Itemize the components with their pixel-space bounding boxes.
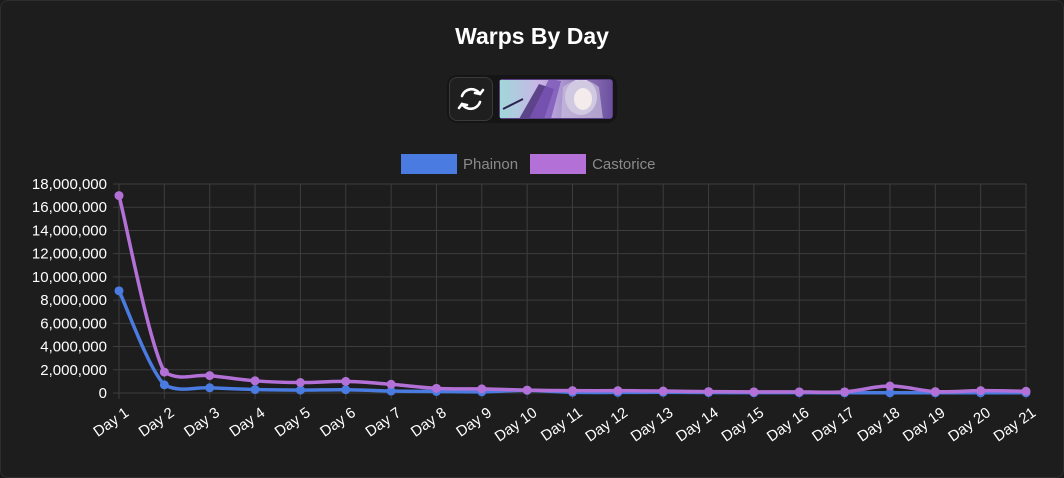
- x-tick-label: Day 5: [272, 404, 314, 440]
- x-tick-label: Day 13: [628, 404, 677, 445]
- x-tick-label: Day 20: [945, 404, 994, 445]
- y-tick-label: 10,000,000: [32, 269, 107, 286]
- legend-label: Phainon: [463, 155, 519, 173]
- x-tick-label: Day 18: [854, 404, 903, 445]
- legend-item-phainon[interactable]: Phainon: [401, 154, 518, 174]
- data-point: [341, 385, 351, 395]
- data-point: [477, 384, 487, 394]
- legend-swatch: [530, 154, 587, 174]
- x-tick-label: Day 10: [492, 404, 541, 445]
- y-tick-label: 14,000,000: [32, 222, 107, 239]
- y-tick-label: 16,000,000: [32, 199, 107, 216]
- x-tick-label: Day 16: [764, 404, 813, 445]
- y-tick-label: 2,000,000: [40, 362, 107, 379]
- data-point: [295, 385, 305, 395]
- legend-swatch: [401, 154, 457, 174]
- x-tick-label: Day 21: [990, 404, 1039, 445]
- data-point: [930, 387, 940, 397]
- data-point: [840, 387, 850, 397]
- data-point: [613, 386, 623, 396]
- data-point: [568, 386, 577, 396]
- data-point: [386, 386, 396, 396]
- data-point: [159, 367, 169, 377]
- data-point: [159, 380, 169, 390]
- data-point: [704, 387, 714, 397]
- x-tick-label: Day 7: [362, 404, 404, 440]
- data-point: [885, 388, 895, 398]
- data-point: [250, 385, 260, 395]
- y-tick-label: 8,000,000: [40, 292, 107, 309]
- legend-label: Castorice: [592, 155, 656, 173]
- x-tick-label: Day 8: [408, 404, 450, 440]
- chart-controls: [447, 75, 617, 123]
- x-tick-label: Day 2: [136, 404, 178, 440]
- legend-item-castorice[interactable]: Castorice: [530, 154, 655, 174]
- character-banner-thumbnail[interactable]: [499, 79, 613, 119]
- x-tick-label: Day 15: [718, 404, 767, 445]
- data-point: [522, 385, 532, 395]
- y-tick-label: 4,000,000: [40, 339, 107, 356]
- y-tick-label: 6,000,000: [40, 315, 107, 332]
- y-tick-label: 18,000,000: [32, 176, 107, 193]
- x-tick-label: Day 9: [453, 404, 495, 440]
- refresh-cycle-icon: [457, 87, 485, 111]
- data-point: [205, 371, 215, 381]
- data-point: [658, 386, 668, 396]
- x-tick-label: Day 3: [181, 404, 223, 440]
- data-point: [341, 376, 351, 386]
- data-point: [794, 387, 804, 397]
- data-point: [295, 378, 305, 388]
- data-point: [885, 381, 895, 391]
- data-point: [250, 376, 260, 386]
- character-art-image: [499, 79, 613, 119]
- swap-button[interactable]: [449, 77, 493, 121]
- data-point: [1021, 386, 1031, 396]
- chart-legend: Phainon Castorice: [401, 153, 667, 175]
- data-point: [386, 379, 396, 389]
- data-point: [114, 191, 124, 201]
- x-tick-label: Day 4: [226, 404, 268, 440]
- x-tick-label: Day 17: [809, 404, 858, 445]
- data-point: [114, 286, 124, 296]
- x-tick-label: Day 6: [317, 404, 359, 440]
- y-tick-label: 12,000,000: [32, 246, 107, 263]
- x-tick-label: Day 14: [673, 404, 722, 445]
- chart-title: Warps By Day: [455, 23, 609, 49]
- data-point: [976, 386, 986, 396]
- data-point: [749, 387, 759, 397]
- x-tick-label: Day 12: [582, 404, 631, 445]
- y-tick-label: 0: [99, 385, 107, 402]
- x-tick-label: Day 19: [900, 404, 949, 445]
- x-tick-label: Day 11: [538, 404, 586, 445]
- data-point: [431, 383, 441, 393]
- x-tick-label: Day 1: [90, 404, 132, 440]
- data-point: [205, 383, 215, 393]
